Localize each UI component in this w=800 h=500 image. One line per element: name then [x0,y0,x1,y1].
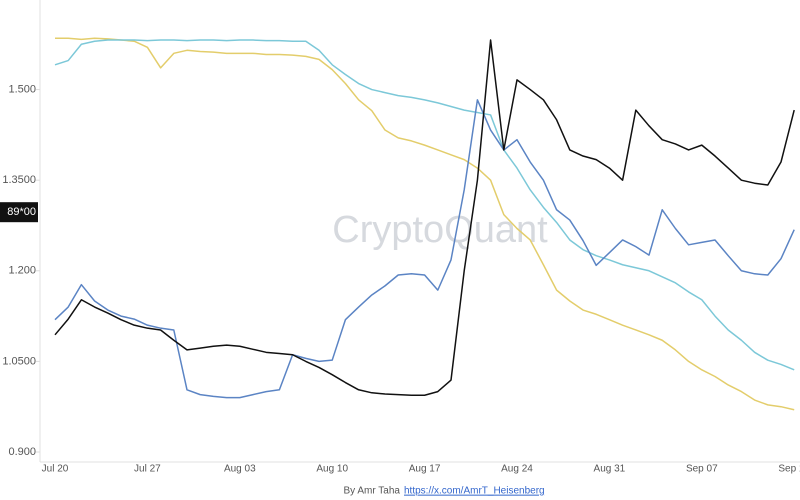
series-line [55,37,795,411]
value-marker-label: 89*00 [7,206,36,218]
x-tick-label: Aug 03 [224,464,256,475]
series-line [54,39,795,396]
x-tick-label: Jul 20 [42,464,69,475]
y-tick-label: 1.0500 [2,355,36,367]
y-tick-label: 0.900 [8,446,36,458]
watermark: CryptoQuant [332,209,548,251]
footer-author: By Amr Taha [343,486,400,497]
x-tick-label: Aug 17 [409,464,441,475]
series-line [54,39,795,371]
x-tick-label: Aug 31 [594,464,626,475]
footer-link[interactable]: https://x.com/AmrT_Heisenberg [404,486,545,497]
y-tick-label: 1.500 [8,83,36,95]
y-tick-label: 1.200 [8,265,36,277]
series-line [54,99,795,399]
x-tick-label: Sep 14 [778,464,800,475]
x-tick-label: Jul 27 [134,464,161,475]
value-marker [0,202,38,223]
x-tick-label: Aug 24 [501,464,533,475]
y-tick-label: 1.3500 [2,174,36,186]
x-tick-label: Sep 07 [686,464,718,475]
x-tick-label: Aug 10 [316,464,348,475]
